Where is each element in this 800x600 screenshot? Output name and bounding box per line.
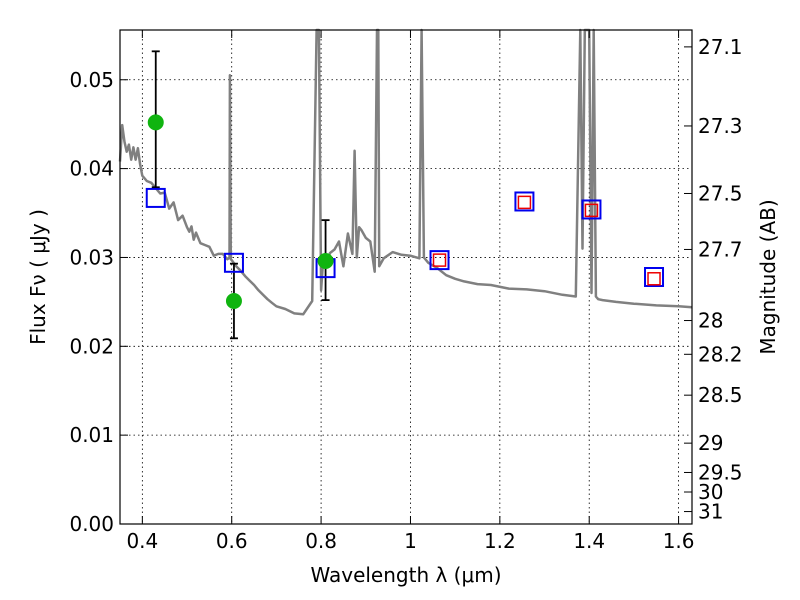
x-tick-label: 0.8 bbox=[305, 529, 337, 553]
y-tick-label-right: 28 bbox=[698, 309, 723, 333]
nir-flux-square bbox=[584, 203, 599, 218]
y-tick-label-right: 28.2 bbox=[698, 342, 743, 366]
y-axis-title-left: Flux Fν ( μJy ) bbox=[26, 209, 50, 345]
model-flux-square bbox=[514, 191, 535, 212]
model-flux-square bbox=[581, 199, 602, 220]
y-tick-label-right: 30 bbox=[698, 480, 723, 504]
x-tick-label: 1.6 bbox=[663, 529, 695, 553]
plot-area bbox=[120, 30, 692, 524]
y-tick-label-right: 27.1 bbox=[698, 35, 743, 59]
nir-flux-square bbox=[432, 253, 447, 267]
y-tick-label-left: 0.02 bbox=[69, 334, 114, 358]
y-tick-label-left: 0.03 bbox=[69, 245, 114, 269]
x-tick-label: 0.4 bbox=[126, 529, 158, 553]
y-axis-title-right: Magnitude (AB) bbox=[756, 199, 780, 354]
x-tick-label: 1 bbox=[404, 529, 417, 553]
x-tick-label: 1.4 bbox=[573, 529, 605, 553]
x-axis-title: Wavelength λ (μm) bbox=[310, 563, 501, 587]
plot-frame bbox=[119, 29, 693, 525]
y-tick-label-right: 29 bbox=[698, 431, 723, 455]
model-flux-square bbox=[429, 250, 450, 271]
y-tick-label-right: 27.5 bbox=[698, 181, 743, 205]
y-tick-label-left: 0.00 bbox=[69, 512, 114, 536]
observed-flux-point bbox=[317, 253, 334, 270]
nir-flux-square bbox=[517, 195, 532, 210]
model-flux-square bbox=[145, 187, 166, 208]
nir-flux-square bbox=[647, 272, 661, 286]
y-tick-label-left: 0.04 bbox=[69, 157, 114, 181]
model-flux-square bbox=[223, 252, 244, 273]
x-tick-label: 0.6 bbox=[216, 529, 248, 553]
observed-flux-point bbox=[225, 292, 242, 309]
x-tick-label: 1.2 bbox=[484, 529, 516, 553]
y-tick-label-right: 27.7 bbox=[698, 237, 743, 261]
ticks: 0.4 0.6 0.8 1 1.2 1.4 1.6 0.00 0.01 0.02 0.03 0.04 0… bbox=[69, 30, 743, 553]
y-tick-label-right: 28.5 bbox=[698, 383, 743, 407]
y-tick-label-right: 27.3 bbox=[698, 114, 743, 138]
y-tick-label-left: 0.05 bbox=[69, 68, 114, 92]
y-tick-label-right: 29.5 bbox=[698, 460, 743, 484]
model-flux-square bbox=[644, 267, 665, 287]
model-sed-line bbox=[118, 28, 693, 316]
y-tick-label-right: 31 bbox=[698, 500, 723, 524]
y-tick-label-left: 0.01 bbox=[69, 423, 114, 447]
model-sed-line-path bbox=[118, 28, 693, 316]
observed-flux-point bbox=[147, 114, 164, 131]
markers bbox=[145, 114, 665, 309]
